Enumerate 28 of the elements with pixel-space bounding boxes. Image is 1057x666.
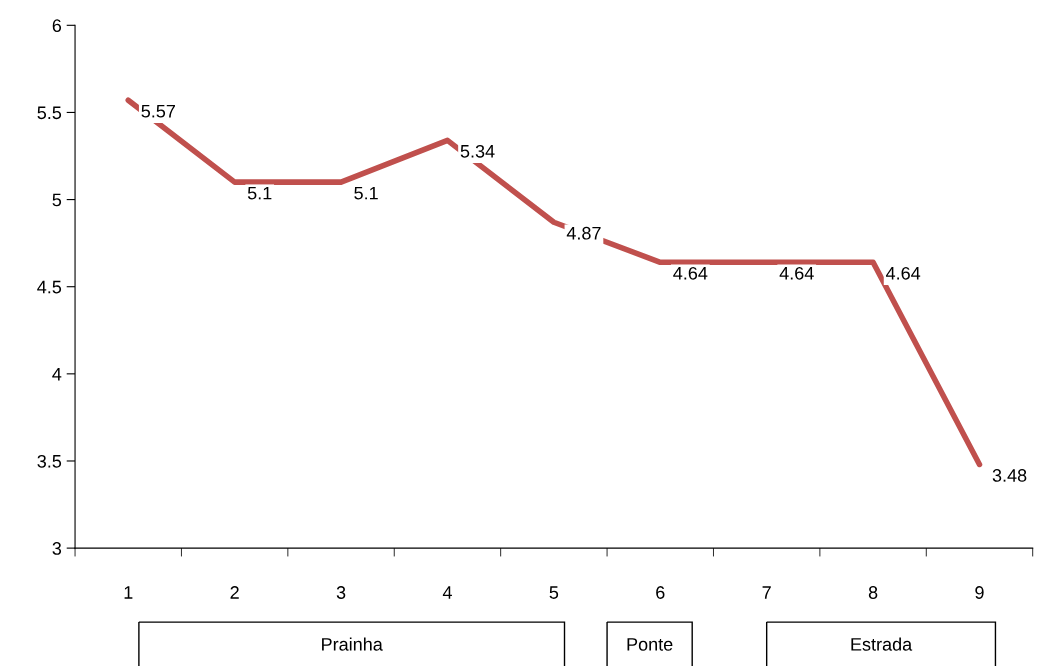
x-tick-label: 1: [124, 586, 133, 599]
x-tick-label: 5: [549, 586, 559, 599]
y-tick-label: 3.5: [37, 454, 62, 468]
x-tick-label: 2: [230, 586, 239, 599]
x-tick-label: 8: [868, 586, 878, 599]
data-label: 5.1: [247, 186, 272, 200]
data-label: 5.34: [460, 144, 495, 158]
y-tick-label: 6: [52, 19, 62, 33]
data-label: 5.57: [141, 104, 175, 118]
x-tick-label: 9: [975, 586, 984, 599]
text: Ponte: [627, 638, 673, 651]
x-tick-label: 3: [336, 586, 346, 599]
data-label: 3.48: [992, 469, 1027, 482]
text: Prainha: [322, 637, 383, 651]
text: Estrada: [851, 637, 913, 651]
x-tick-label: 7: [762, 586, 771, 599]
data-label: 4.64: [673, 266, 708, 280]
y-tick-label: 4.5: [37, 280, 62, 294]
y-tick-label: 5: [52, 193, 62, 207]
y-tick-label: 5.5: [37, 106, 62, 120]
data-label: 4.87: [566, 226, 601, 240]
x-tick-label: 4: [442, 586, 452, 599]
y-tick-label: 4: [52, 367, 62, 381]
data-label: 4.64: [779, 266, 814, 280]
data-label: 4.64: [886, 266, 921, 280]
data-label: 5.1: [354, 186, 378, 200]
x-tick-label: 6: [656, 586, 665, 599]
y-tick-label: 3: [52, 542, 62, 555]
